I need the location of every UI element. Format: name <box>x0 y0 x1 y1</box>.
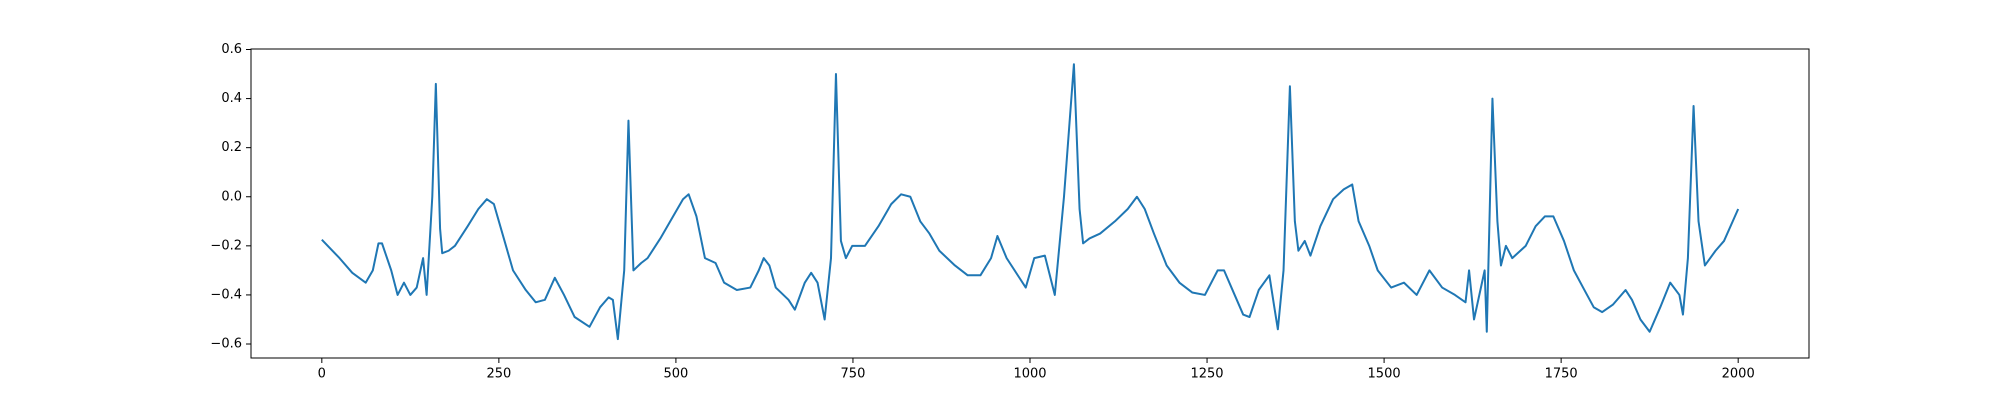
y-tick-label: −0.6 <box>210 337 242 352</box>
x-tick-label: 0 <box>318 367 326 382</box>
y-tick-label: 0.2 <box>221 140 242 155</box>
x-tick-label: 250 <box>486 367 511 382</box>
x-tick-label: 2000 <box>1722 367 1755 382</box>
y-tick-label: 0.4 <box>221 91 242 106</box>
x-tick-label: 750 <box>841 367 866 382</box>
x-tick-label: 1500 <box>1368 367 1401 382</box>
x-tick-label: 1750 <box>1545 367 1578 382</box>
x-tick-label: 1250 <box>1190 367 1223 382</box>
data-line <box>321 63 1740 341</box>
y-tick-label: −0.2 <box>210 238 242 253</box>
x-tick-label: 500 <box>663 367 688 382</box>
x-tick-label: 1000 <box>1013 367 1046 382</box>
y-tick-label: −0.4 <box>210 287 242 302</box>
y-tick-label: 0.6 <box>221 42 242 57</box>
plot-frame <box>250 48 1810 359</box>
y-tick-label: 0.0 <box>221 189 242 204</box>
